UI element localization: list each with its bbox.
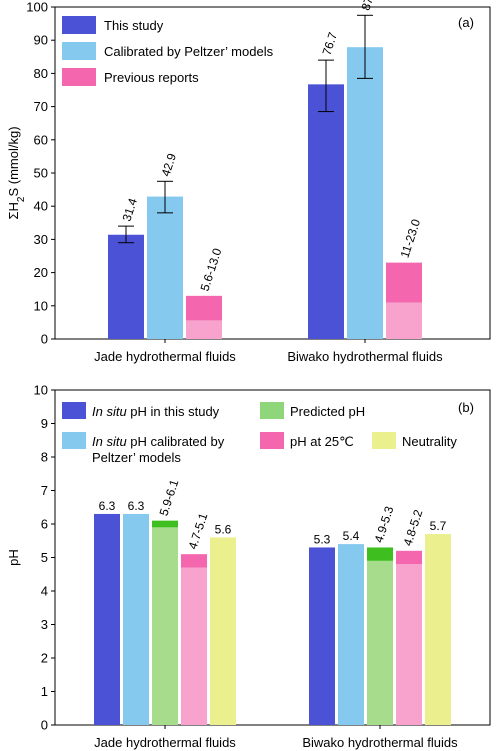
y-tick-label: 50 — [34, 166, 48, 181]
y-tick-label: 20 — [34, 265, 48, 280]
legend-label: Calibrated by Peltzer’ models — [104, 44, 274, 59]
y-tick-label: 1 — [41, 684, 48, 699]
legend-swatch — [62, 16, 96, 34]
data-label: 5.4 — [343, 529, 360, 543]
y-tick-label: 30 — [34, 232, 48, 247]
bar — [147, 196, 183, 339]
data-label: 5.9-6.1 — [157, 477, 182, 517]
bar-range-upper — [396, 550, 422, 565]
panel-label: (b) — [458, 400, 474, 415]
data-label: 5.6-13.0 — [198, 246, 225, 293]
bar — [123, 513, 149, 725]
bar-range-lower — [367, 560, 393, 725]
y-axis-label: pH — [6, 549, 21, 566]
bar-range-lower — [181, 567, 207, 725]
panel-label: (a) — [458, 15, 474, 30]
bar-range-lower — [152, 527, 178, 725]
data-label: 5.6 — [215, 522, 232, 536]
y-tick-label: 9 — [41, 416, 48, 431]
y-tick-label: 90 — [34, 33, 48, 48]
y-tick-label: 4 — [41, 584, 48, 599]
bar — [338, 544, 364, 725]
bar-range-upper — [386, 262, 422, 303]
bar — [94, 513, 120, 725]
legend-label: In situ pH calibrated by — [92, 434, 225, 449]
bar-range-upper — [186, 295, 222, 321]
bar-range-upper — [181, 554, 207, 568]
data-label: 5.7 — [430, 519, 447, 533]
data-label: 76.7 — [320, 30, 341, 57]
bar — [308, 84, 344, 339]
y-tick-label: 3 — [41, 617, 48, 632]
bar-range-lower — [396, 564, 422, 725]
data-label: 42.9 — [159, 151, 180, 178]
bar — [425, 534, 451, 725]
bar-range-upper — [152, 520, 178, 528]
data-label: 4.9-5.3 — [372, 504, 397, 544]
y-tick-label: 5 — [41, 550, 48, 565]
legend-label: This study — [104, 18, 164, 33]
bar-range-lower — [186, 320, 222, 339]
y-axis-label: ΣH2S (mmol/kg) — [6, 126, 27, 219]
data-label: 5.3 — [314, 532, 331, 546]
y-tick-label: 8 — [41, 450, 48, 465]
legend-swatch — [62, 432, 86, 449]
legend-label: Previous reports — [104, 70, 199, 85]
legend-swatch — [62, 402, 86, 419]
data-label: 4.8-5.2 — [401, 508, 426, 548]
data-label: 6.3 — [99, 499, 116, 513]
bar-range-upper — [367, 547, 393, 561]
x-category-label: Biwako hydrothermal fluids — [287, 349, 443, 364]
data-label: 6.3 — [128, 499, 145, 513]
y-tick-label: 10 — [34, 383, 48, 398]
legend-label: pH at 25℃ — [290, 434, 354, 449]
bar — [347, 47, 383, 340]
x-category-label: Jade hydrothermal fluids — [94, 349, 236, 364]
legend-label: Peltzer’ models — [92, 450, 181, 465]
y-tick-label: 0 — [41, 718, 48, 733]
legend-label: In situ pH in this study — [92, 404, 220, 419]
y-tick-label: 60 — [34, 132, 48, 147]
legend-swatch — [260, 432, 284, 449]
legend-swatch — [260, 402, 284, 419]
legend-label: Predicted pH — [290, 404, 365, 419]
bar-range-lower — [386, 302, 422, 339]
y-tick-label: 6 — [41, 517, 48, 532]
y-tick-label: 80 — [34, 66, 48, 81]
bar — [309, 547, 335, 725]
y-tick-label: 2 — [41, 651, 48, 666]
legend-swatch — [62, 68, 96, 86]
y-tick-label: 100 — [26, 0, 48, 15]
x-category-label: Biwako hydrothermal fluids — [302, 735, 458, 750]
y-tick-label: 70 — [34, 99, 48, 114]
data-label: 4.7-5.1 — [186, 511, 211, 551]
y-tick-label: 10 — [34, 298, 48, 313]
x-category-label: Jade hydrothermal fluids — [94, 735, 236, 750]
y-tick-label: 40 — [34, 199, 48, 214]
legend-swatch — [372, 432, 396, 449]
legend-label: Neutrality — [402, 434, 457, 449]
y-tick-label: 7 — [41, 483, 48, 498]
data-label: 31.4 — [120, 196, 141, 223]
data-label: 11-23.0 — [398, 217, 424, 259]
bar — [108, 234, 144, 339]
bar — [210, 537, 236, 725]
y-tick-label: 0 — [41, 332, 48, 347]
legend-swatch — [62, 42, 96, 60]
data-label: 87.9 — [359, 0, 380, 12]
